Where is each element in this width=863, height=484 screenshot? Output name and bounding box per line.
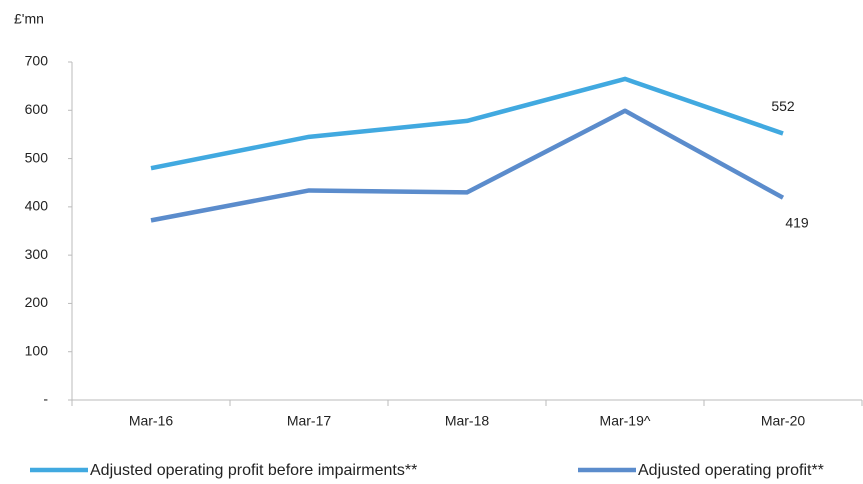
- legend-label: Adjusted operating profit before impairm…: [90, 462, 417, 479]
- y-axis-label: £'mn: [14, 11, 44, 27]
- legend-label: Adjusted operating profit**: [638, 462, 824, 479]
- data-label: 419: [785, 214, 809, 230]
- y-tick-label: 300: [25, 246, 49, 262]
- x-tick-label: Mar-17: [287, 413, 332, 429]
- x-tick-label: Mar-18: [445, 413, 490, 429]
- line-series: [150, 76, 784, 171]
- y-tick-label: 600: [25, 101, 49, 117]
- y-tick-label: 500: [25, 149, 49, 165]
- y-tick-label: 100: [25, 342, 49, 358]
- x-tick-label: Mar-16: [129, 413, 174, 429]
- y-tick-label: 700: [25, 53, 49, 69]
- line-series: [150, 108, 785, 223]
- y-tick-label: -: [43, 391, 48, 407]
- x-tick-label: Mar-20: [761, 413, 806, 429]
- y-tick-label: 200: [25, 294, 49, 310]
- y-tick-label: 400: [25, 198, 49, 214]
- data-label: 552: [771, 98, 795, 114]
- x-tick-label: Mar-19^: [600, 413, 651, 429]
